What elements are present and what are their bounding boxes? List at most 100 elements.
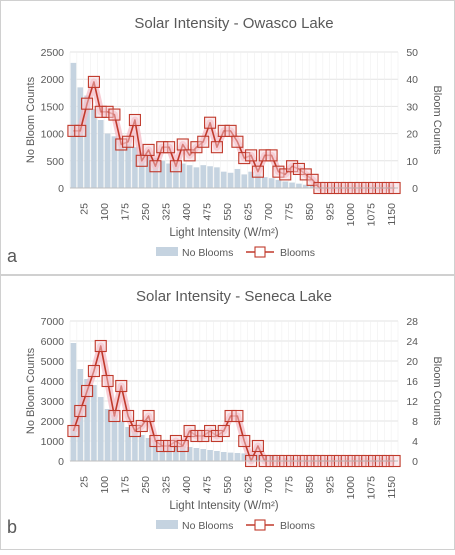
right-y-tick-label: 28 (406, 316, 418, 328)
blooms-marker (143, 144, 154, 155)
right-y-tick-label: 16 (406, 376, 418, 388)
blooms-marker (246, 150, 257, 161)
x-tick-label: 1000 (345, 203, 357, 227)
bar-no-blooms (221, 452, 227, 461)
x-tick-label: 775 (283, 476, 295, 494)
x-tick-label: 250 (140, 476, 152, 494)
bar-no-blooms (207, 450, 213, 461)
x-tick-label: 850 (304, 476, 316, 494)
legend-swatch-no-blooms (156, 247, 178, 256)
left-y-tick-label: 1000 (41, 129, 65, 141)
right-y-tick-label: 50 (406, 47, 418, 59)
blooms-marker (123, 136, 134, 147)
x-tick-label: 625 (242, 476, 254, 494)
x-tick-label: 325 (160, 203, 172, 221)
left-y-tick-label: 1000 (41, 436, 65, 448)
right-y-tick-label: 24 (406, 336, 418, 348)
bar-no-blooms (132, 147, 138, 188)
blooms-marker (225, 125, 236, 136)
right-y-tick-label: 20 (406, 356, 418, 368)
right-y-tick-label: 0 (412, 183, 418, 195)
left-y-axis-title: No Bloom Counts (25, 76, 37, 163)
x-tick-label: 700 (263, 203, 275, 221)
left-y-tick-label: 0 (58, 183, 64, 195)
legend-label-blooms: Blooms (280, 247, 315, 259)
blooms-marker (205, 117, 216, 128)
left-y-tick-label: 0 (58, 456, 64, 468)
right-y-tick-label: 12 (406, 396, 418, 408)
right-y-tick-label: 10 (406, 156, 418, 168)
x-tick-label: 175 (119, 203, 131, 221)
x-tick-label: 850 (304, 203, 316, 221)
x-tick-label: 550 (222, 476, 234, 494)
right-y-tick-label: 30 (406, 101, 418, 113)
right-y-tick-label: 0 (412, 456, 418, 468)
left-y-tick-label: 6000 (41, 336, 65, 348)
blooms-marker (150, 161, 161, 172)
x-tick-label: 475 (201, 476, 213, 494)
blooms-marker (211, 142, 222, 153)
bar-no-blooms (125, 144, 131, 188)
left-y-tick-label: 5000 (41, 356, 65, 368)
x-tick-label: 550 (222, 203, 234, 221)
left-y-tick-label: 500 (46, 156, 64, 168)
blooms-marker (266, 150, 277, 161)
x-tick-label: 1075 (365, 203, 377, 227)
x-tick-label: 475 (201, 203, 213, 221)
legend-label-no-blooms: No Blooms (182, 520, 233, 532)
x-tick-label: 925 (324, 476, 336, 494)
bar-no-blooms (139, 435, 145, 461)
bar-no-blooms (71, 343, 77, 461)
blooms-marker (75, 406, 86, 417)
right-y-axis-title: Bloom Counts (431, 85, 443, 155)
right-y-tick-label: 20 (406, 129, 418, 141)
bar-no-blooms (91, 109, 97, 188)
blooms-marker (252, 441, 263, 452)
right-y-axis-title: Bloom Counts (431, 356, 443, 426)
blooms-marker (177, 441, 188, 452)
chart-title: Solar Intensity - Owasco Lake (134, 15, 333, 32)
left-y-tick-label: 7000 (41, 316, 65, 328)
right-y-tick-label: 4 (412, 436, 418, 448)
bar-no-blooms (187, 165, 193, 188)
left-y-tick-label: 4000 (41, 376, 65, 388)
blooms-marker (95, 341, 106, 352)
bar-no-blooms (262, 177, 268, 188)
blooms-marker (82, 98, 93, 109)
blooms-marker (68, 426, 79, 437)
bar-no-blooms (235, 169, 241, 188)
bar-no-blooms (214, 167, 220, 188)
legend-marker-blooms (255, 520, 265, 530)
blooms-marker (177, 139, 188, 150)
bar-no-blooms (235, 453, 241, 461)
blooms-marker (109, 411, 120, 422)
blooms-marker (198, 136, 209, 147)
x-tick-label: 250 (140, 203, 152, 221)
right-y-tick-label: 40 (406, 74, 418, 86)
blooms-marker (75, 125, 86, 136)
x-tick-label: 100 (99, 476, 111, 494)
left-y-axis-title: No Bloom Counts (25, 347, 37, 434)
blooms-marker (218, 426, 229, 437)
left-y-tick-label: 2000 (41, 74, 65, 86)
x-tick-label: 625 (242, 203, 254, 221)
bar-no-blooms (207, 166, 213, 188)
bar-no-blooms (194, 448, 200, 461)
x-tick-label: 400 (181, 476, 193, 494)
x-tick-label: 175 (119, 476, 131, 494)
chart-panel-a: Solar Intensity - Owasco Lake05001000150… (7, 15, 443, 266)
bar-no-blooms (221, 172, 227, 188)
bar-no-blooms (118, 421, 124, 461)
bar-no-blooms (98, 397, 104, 461)
x-tick-label: 1150 (386, 476, 398, 499)
bar-no-blooms (194, 167, 200, 188)
blooms-marker (136, 155, 147, 166)
x-tick-label: 25 (78, 203, 90, 215)
x-tick-label: 1075 (365, 476, 377, 500)
bar-no-blooms (214, 451, 220, 461)
blooms-marker (170, 161, 181, 172)
panel-label: b (7, 517, 17, 537)
panel-label: a (7, 246, 18, 266)
legend-label-no-blooms: No Blooms (182, 247, 233, 259)
